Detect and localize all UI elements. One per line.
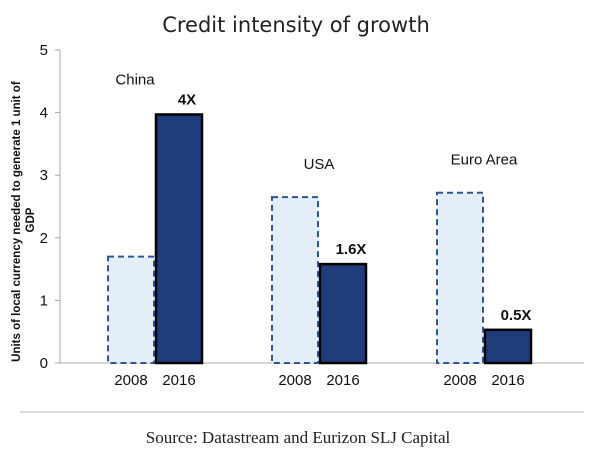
chart-title: Credit intensity of growth: [162, 13, 430, 37]
y-tick-label: 0: [40, 355, 48, 372]
y-axis-label: Units of local currency needed to genera…: [11, 78, 37, 362]
bar-data-label: 0.5X: [501, 307, 532, 324]
bar-2016: [318, 262, 368, 365]
y-axis-label-line-1: Units of local currency needed to genera…: [11, 81, 23, 362]
group-label: USA: [304, 156, 335, 173]
bar-group-euro-area: 2008 2016 0.5X Euro Area: [436, 152, 533, 389]
group-label: Euro Area: [451, 152, 518, 169]
x-category-label: 2008: [114, 372, 147, 389]
x-category-label: 2016: [162, 372, 195, 389]
source-note: Source: Datastream and Eurizon SLJ Capit…: [146, 428, 451, 447]
y-tick-label: 5: [40, 42, 48, 59]
x-category-label: 2016: [491, 372, 524, 389]
bar-2016: [154, 113, 204, 365]
x-category-label: 2008: [443, 372, 476, 389]
y-tick-label: 3: [40, 167, 48, 184]
bar-2008: [436, 191, 484, 364]
bar-data-label: 4X: [178, 91, 196, 108]
x-category-label: 2008: [278, 372, 311, 389]
bars: 2008 2016 4X China 2008 2016 1.6X USA 2008 2016 0.…: [107, 71, 533, 389]
y-tick-label: 1: [40, 292, 48, 309]
bar-group-china: 2008 2016 4X China: [107, 71, 204, 389]
bar-2016: [483, 328, 533, 365]
bar-2008: [271, 196, 319, 364]
bar-group-usa: 2008 2016 1.6X USA: [271, 156, 368, 389]
y-tick-label: 2: [40, 230, 48, 247]
y-tick-label: 4: [40, 105, 48, 122]
bar-data-label: 1.6X: [336, 241, 367, 258]
x-category-label: 2016: [326, 372, 359, 389]
bar-2008: [107, 255, 155, 364]
y-axis-label-line-2: GDP: [25, 207, 37, 232]
group-label: China: [115, 71, 155, 88]
